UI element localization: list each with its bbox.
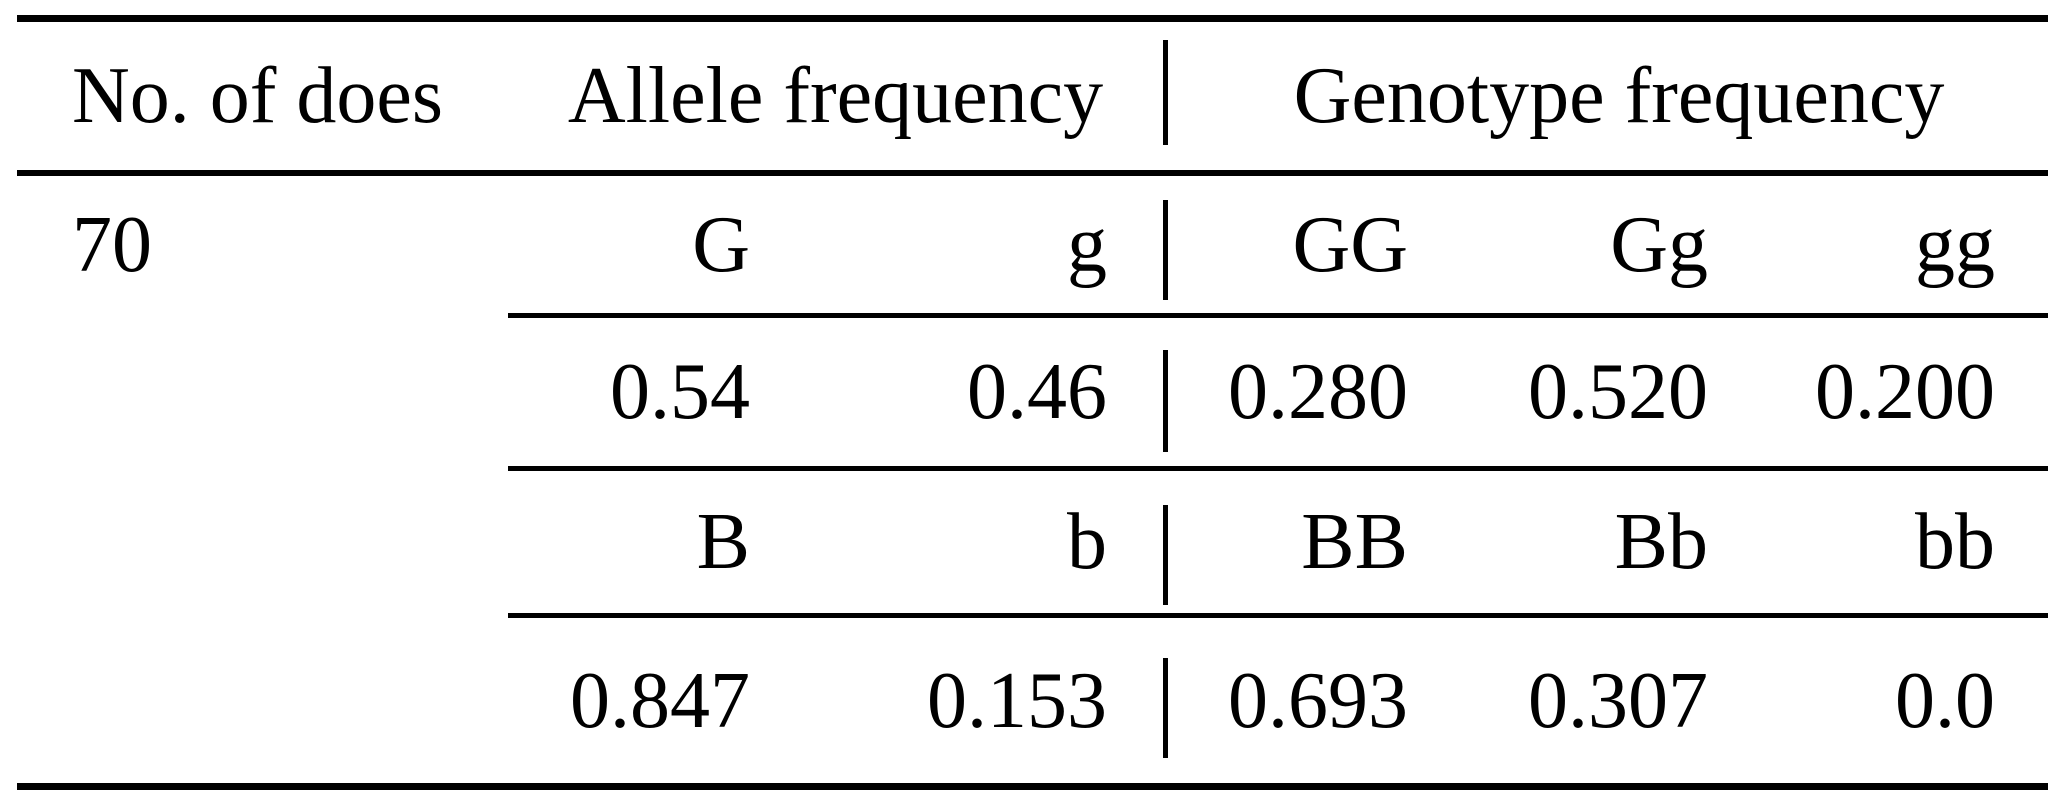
- genotype-label-GG: GG: [1292, 200, 1408, 289]
- allele-frequency-b: 0.153: [927, 656, 1107, 745]
- genotype-frequency-Gg: 0.520: [1528, 348, 1708, 436]
- genotype-frequency-gg: 0.200: [1815, 348, 1995, 436]
- table-row: 70 G g GG Gg gg: [0, 176, 2067, 313]
- table-top-rule: [17, 15, 2048, 22]
- genotype-label-bb: bb: [1915, 498, 1995, 586]
- rule-under-allele-labels-2: [508, 613, 2048, 618]
- table-header-row: No. of does Allele frequency Genotype fr…: [0, 22, 2067, 170]
- genotype-frequency-bb: 0.0: [1895, 656, 1995, 745]
- column-divider-row-4: [1163, 658, 1168, 758]
- allele-label-b: b: [1067, 498, 1107, 586]
- allele-label-G: G: [692, 200, 750, 289]
- genotype-frequency-Bb: 0.307: [1528, 656, 1708, 745]
- allele-label-g: g: [1067, 200, 1107, 289]
- column-divider-header: [1163, 40, 1168, 145]
- allele-frequency-g: 0.46: [967, 348, 1107, 436]
- rule-under-allele-labels-1: [508, 313, 2048, 318]
- genotype-label-gg: gg: [1915, 200, 1995, 289]
- genotype-label-Bb: Bb: [1614, 498, 1708, 586]
- table-bottom-rule: [17, 783, 2048, 790]
- table-row: B b BB Bb bb: [0, 471, 2067, 613]
- header-allele-frequency: Allele frequency: [567, 52, 1104, 140]
- allele-frequency-B: 0.847: [570, 656, 750, 745]
- genotype-label-BB: BB: [1301, 498, 1408, 586]
- allele-label-B: B: [696, 498, 750, 586]
- column-divider-row-1: [1163, 200, 1168, 300]
- column-divider-row-2: [1163, 350, 1168, 452]
- allele-frequency-G: 0.54: [610, 348, 750, 436]
- genotype-frequency-BB: 0.693: [1228, 656, 1408, 745]
- header-no-of-does: No. of does: [72, 52, 444, 140]
- no-of-does-value: 70: [72, 200, 152, 289]
- rule-under-allele-values-1: [508, 466, 2048, 471]
- table-row: 0.54 0.46 0.280 0.520 0.200: [0, 318, 2067, 466]
- header-bottom-rule: [17, 170, 2048, 176]
- header-genotype-frequency: Genotype frequency: [1293, 52, 1945, 140]
- table-row: 0.847 0.153 0.693 0.307 0.0: [0, 618, 2067, 783]
- genotype-frequency-GG: 0.280: [1228, 348, 1408, 436]
- genotype-label-Gg: Gg: [1610, 200, 1708, 289]
- column-divider-row-3: [1163, 505, 1168, 605]
